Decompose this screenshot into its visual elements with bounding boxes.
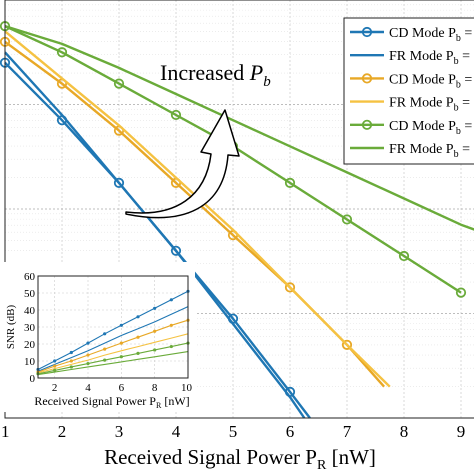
inset-x-tick-label: 6 — [119, 382, 125, 394]
inset-series-line-2 — [37, 306, 189, 372]
legend-marker-5 — [361, 119, 373, 130]
inset-series-marker-1 — [103, 332, 107, 336]
annotation-text: Increased — [160, 60, 250, 85]
inset-y-tick-label: 10 — [24, 356, 36, 368]
main-plot-frame — [4, 0, 474, 419]
inset-series-line-5 — [37, 342, 189, 375]
main-x-tick-label: 3 — [115, 422, 124, 441]
inset-series-marker-3 — [169, 323, 173, 327]
main-x-tick-label: 8 — [400, 422, 409, 441]
main-x-tick-labels: 1 2 3 4 5 6 7 8 9 — [1, 422, 465, 441]
inset-x-tick-label: 8 — [152, 382, 158, 394]
legend-marker-3 — [361, 73, 373, 84]
main-series-marker-3 — [341, 339, 353, 350]
inset-series-marker-5 — [103, 358, 107, 362]
main-x-tick-label: 4 — [172, 422, 181, 441]
inset-series-marker-5 — [136, 351, 140, 355]
annotation-increased-pb: Increased Pb — [160, 60, 271, 90]
inset-series-marker-5 — [169, 344, 173, 349]
inset-series-marker-3 — [119, 341, 123, 345]
legend-label-4: FR Mode Pb = — [389, 96, 470, 114]
inset-y-tick-label: 60 — [24, 271, 36, 283]
main-series-marker-5 — [284, 177, 296, 188]
main-x-tick-label: 5 — [229, 422, 238, 441]
main-x-tick-label: 1 — [1, 422, 10, 441]
main-x-axis-label: Received Signal Power PR [nW] — [104, 445, 376, 473]
inset-series — [36, 289, 190, 376]
inset-y-tick-labels: 0 10 20 30 40 50 60 — [24, 271, 36, 385]
legend-label-6: FR Mode Pb = — [389, 142, 470, 160]
inset-x-tick-label: 10 — [181, 382, 193, 394]
inset-y-tick-label: 40 — [24, 305, 36, 317]
inset-y-axis-label: SNR (dB) — [5, 305, 17, 350]
inset-series-marker-3 — [136, 335, 140, 339]
main-series-marker-1 — [170, 245, 182, 256]
main-series-marker-3 — [284, 282, 296, 293]
inset-series-line-4 — [37, 333, 189, 374]
annotation-subscript: b — [263, 74, 271, 90]
inset-series-marker-5 — [53, 368, 57, 372]
inset-series-marker-1 — [136, 315, 140, 319]
inset-series-marker-3 — [69, 359, 73, 363]
legend-label-3: CD Mode Pb = — [389, 72, 472, 90]
inset-series-line-3 — [37, 319, 189, 373]
inset-series-marker-5 — [69, 365, 73, 369]
inset-series-marker-1 — [169, 298, 173, 302]
legend-box — [343, 17, 474, 165]
inset-plot-frame — [37, 275, 189, 379]
legend-marker-1 — [361, 26, 373, 38]
main-series-marker-5 — [170, 109, 182, 121]
main-series-marker-1 — [113, 177, 125, 188]
inset-series-marker-3 — [86, 353, 90, 357]
legend-label-1: CD Mode Pb = — [389, 26, 472, 44]
inset-series-marker-1 — [69, 350, 73, 355]
inset-x-axis-label-sub: R — [156, 401, 162, 410]
main-series-marker-5 — [341, 214, 353, 225]
main-x-tick-label: 7 — [343, 422, 352, 441]
main-series-marker-5 — [113, 78, 125, 89]
inset-series-marker-1 — [119, 323, 123, 327]
inset-series-marker-5 — [119, 355, 123, 359]
legend: CD Mode Pb = FR Mode Pb = CD Mode Pb = FR M… — [343, 17, 474, 165]
main-x-tick-label: 9 — [457, 422, 466, 441]
inset-series-line-1 — [37, 290, 189, 370]
main-x-tick-label: 2 — [58, 422, 67, 441]
inset-series-marker-5 — [86, 361, 90, 366]
inset-series-marker-5 — [153, 348, 157, 352]
inset-y-tick-label: 50 — [24, 288, 36, 300]
inset-y-tick-label: 20 — [24, 339, 36, 351]
legend-label-2: FR Mode Pb = — [389, 49, 470, 67]
curved-arrow-icon — [125, 109, 240, 219]
main-series-line-6 — [4, 24, 474, 231]
inset-x-tick-labels: 2 4 6 8 10 — [52, 382, 193, 394]
inset-x-axis-label: Received Signal Power PR [nW] — [34, 394, 189, 410]
inset-series-line-6 — [37, 351, 189, 376]
main-x-axis-label-sub: R — [317, 458, 327, 473]
inset-background — [0, 262, 195, 412]
legend-entries: CD Mode Pb = FR Mode Pb = CD Mode Pb = FR M… — [350, 26, 472, 160]
main-x-axis-label-unit: [nW] — [326, 445, 376, 469]
inset-y-tick-label: 30 — [24, 322, 36, 334]
inset-series-marker-3 — [53, 364, 57, 368]
inset-series-marker-3 — [103, 347, 107, 351]
inset-x-axis-label-text: Received Signal Power P — [34, 394, 156, 408]
main-x-axis-label-text: Received Signal Power P — [104, 445, 317, 469]
main-series-line-2 — [4, 51, 306, 419]
main-series-marker-5 — [398, 250, 410, 262]
inset-x-tick-label: 4 — [85, 382, 91, 394]
inset-series-marker-1 — [53, 359, 57, 363]
inset-series-marker-1 — [86, 341, 90, 345]
main-series-marker-5 — [455, 287, 467, 298]
inset-x-tick-label: 2 — [52, 382, 58, 394]
inset-series-marker-1 — [153, 306, 157, 310]
annotation-variable: P — [249, 60, 263, 85]
main-series-marker-5 — [56, 47, 68, 58]
inset-y-tick-label: 0 — [30, 373, 36, 385]
main-x-tick-label: 6 — [286, 422, 295, 441]
inset-x-axis-label-unit: [nW] — [161, 394, 189, 408]
main-series — [0, 21, 474, 419]
legend-label-5: CD Mode Pb = — [389, 119, 472, 137]
inset-series-marker-3 — [153, 329, 157, 333]
